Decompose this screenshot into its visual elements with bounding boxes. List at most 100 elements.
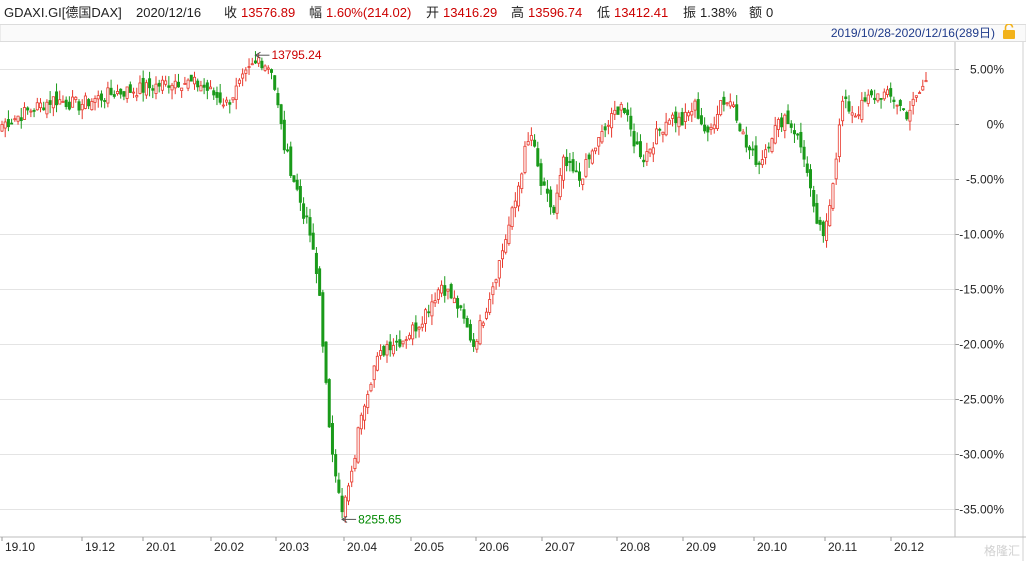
candle-body [74, 96, 78, 100]
candle-body [388, 341, 392, 351]
candle-body [918, 92, 922, 94]
candle-body [850, 112, 854, 116]
candle-body [497, 260, 501, 279]
candle-body [29, 110, 33, 113]
candle-body [135, 95, 139, 98]
vol-value: 0 [766, 5, 773, 20]
candle-body [638, 141, 642, 158]
candle-body [748, 146, 752, 151]
candle-body [719, 100, 723, 116]
candle-body [831, 183, 835, 209]
x-tick-label: 20.09 [686, 540, 716, 554]
candle-body [889, 88, 893, 97]
candle-body [754, 145, 758, 165]
candle-body [279, 104, 283, 124]
high-value: 13596.74 [528, 5, 582, 20]
candle-body [48, 100, 52, 105]
candle-body [504, 239, 508, 253]
close-value: 13576.89 [241, 5, 295, 20]
candle-body [93, 98, 97, 103]
candle-body [321, 292, 325, 347]
candle-body [629, 115, 633, 130]
candle-body [440, 284, 444, 294]
candle-body [478, 320, 482, 345]
candle-body [292, 175, 296, 182]
candle-body [340, 495, 344, 513]
candle-body [571, 159, 575, 172]
lock-icon[interactable] [1003, 24, 1015, 39]
candle-body [99, 93, 103, 101]
x-tick-label: 20.10 [757, 540, 787, 554]
candle-body [375, 355, 379, 371]
candle-body [106, 87, 110, 104]
candle-body [645, 151, 649, 162]
candle-body [709, 126, 713, 130]
candle-body [520, 173, 524, 189]
candle-body [584, 159, 588, 177]
candle-body [613, 109, 617, 115]
candle-body [715, 114, 719, 129]
candle-body [314, 252, 318, 274]
candle-body [39, 102, 43, 109]
candle-body [757, 162, 761, 165]
candle-body [71, 96, 75, 108]
annotations: 13795.24 8255.65 [254, 48, 402, 526]
candle-body [809, 169, 813, 189]
candle-body [828, 205, 832, 227]
x-tick-label: 20.02 [214, 540, 244, 554]
candle-body [13, 118, 17, 121]
period-label[interactable]: 2019/10/28-2020/12/16(289日) [831, 26, 995, 40]
candle-body [199, 85, 203, 92]
candle-body [911, 98, 915, 106]
candle-body [324, 341, 328, 383]
candle-body [600, 131, 604, 143]
candle-body [876, 93, 880, 102]
candle-body [523, 145, 527, 173]
candle-body [391, 345, 395, 355]
y-tick-label: 5.00% [970, 63, 1004, 77]
candle-body [372, 365, 376, 381]
candle-body [587, 154, 591, 160]
candle-body [510, 207, 514, 228]
candle-body [343, 496, 347, 518]
candle-body [693, 100, 697, 111]
candle-body [273, 75, 277, 90]
candle-body [183, 83, 187, 85]
candle-body [231, 97, 235, 101]
candle-body [42, 107, 46, 111]
candle-body [744, 134, 748, 148]
candle-body [728, 101, 732, 107]
x-tick-label: 20.06 [479, 540, 509, 554]
candle-body [132, 91, 136, 94]
candle-body [452, 297, 456, 304]
candle-body [366, 394, 370, 408]
candle-body [683, 111, 687, 122]
candle-body [603, 126, 607, 131]
candle-body [414, 322, 418, 332]
range-label: 幅 [309, 5, 322, 20]
candle-body [873, 97, 877, 101]
candle-body [334, 454, 338, 477]
candle-body [407, 334, 411, 340]
y-axis: 5.00% 0% -5.00% -10.00% -15.00% -20.00% -25.00… [954, 42, 1024, 561]
candle-body [128, 84, 132, 93]
min-label: 8255.65 [358, 512, 402, 526]
candle-body [821, 221, 825, 237]
candle-body [561, 156, 565, 181]
candle-body [430, 301, 434, 317]
x-tick-label: 20.04 [347, 540, 377, 554]
candle-body [289, 146, 293, 176]
candle-body [228, 102, 232, 105]
candle-body [735, 104, 739, 121]
grid [0, 69, 955, 510]
candle-body [671, 114, 675, 119]
candle-body [87, 99, 91, 107]
candle-body [751, 148, 755, 151]
candle-body [722, 96, 726, 105]
candle-body [597, 137, 601, 147]
vol-label: 额 [749, 5, 762, 20]
candle-body [847, 101, 851, 112]
candle-body [780, 117, 784, 128]
amp-value: 1.38% [700, 5, 737, 20]
candle-body [244, 69, 248, 74]
